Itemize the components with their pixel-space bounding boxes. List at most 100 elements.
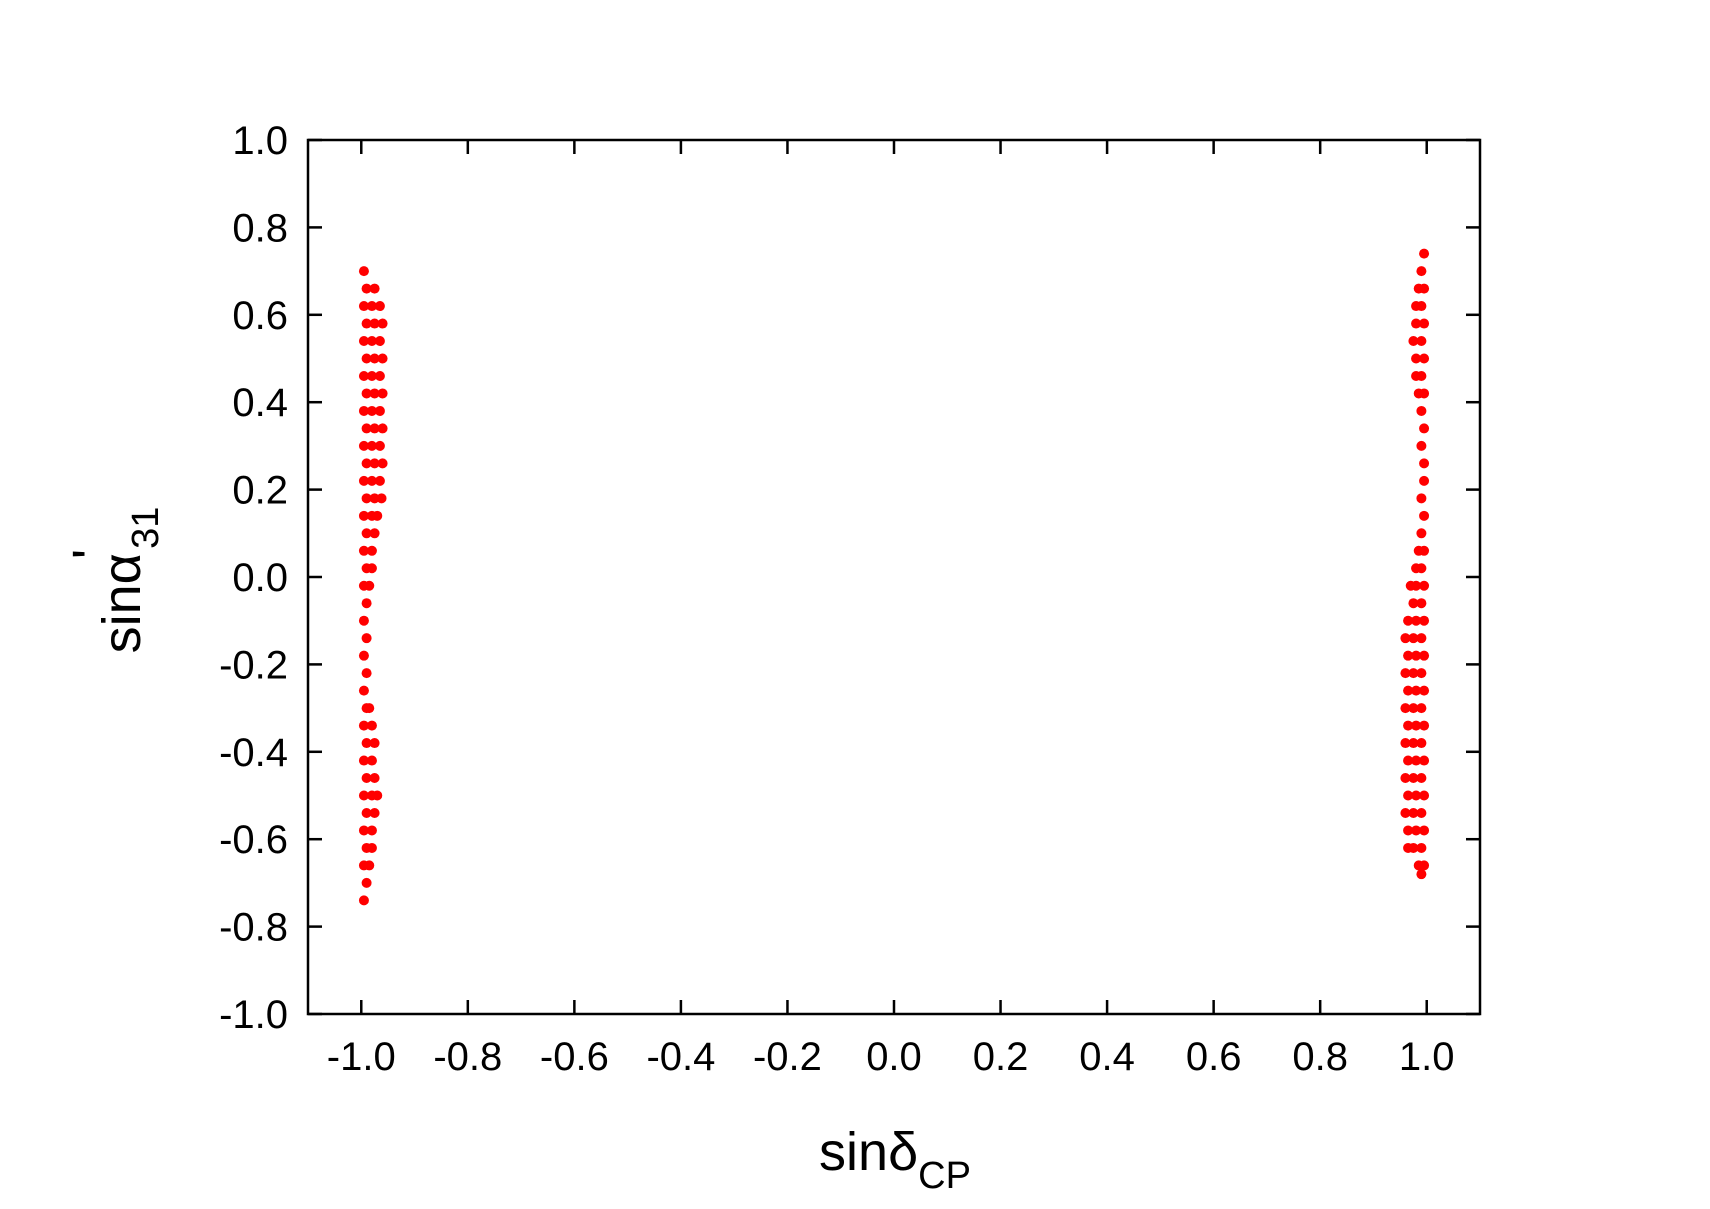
scatter-point [358, 755, 369, 766]
scatter-point [1413, 283, 1424, 294]
scatter-point [1411, 370, 1422, 381]
scatter-point [1419, 685, 1430, 696]
scatter-point [1408, 668, 1419, 679]
scatter-point [361, 528, 372, 539]
scatter-point [361, 807, 372, 818]
scatter-point [1403, 825, 1414, 836]
scatter-point [369, 528, 380, 539]
x-axis-label: sinδCP [819, 1122, 971, 1197]
y-tick-label: 0.2 [232, 469, 288, 513]
scatter-point [358, 475, 369, 486]
x-tick-label: -0.6 [540, 1035, 609, 1079]
x-tick-label: 0.4 [1079, 1035, 1135, 1079]
scatter-point [361, 598, 372, 609]
x-tick-label: 0.6 [1186, 1035, 1242, 1079]
scatter-point [361, 738, 372, 749]
y-tick-label: 0.0 [232, 556, 288, 600]
x-tick-label: 0.0 [866, 1035, 922, 1079]
scatter-point [1416, 668, 1427, 679]
scatter-point [358, 895, 369, 906]
scatter-point [366, 825, 377, 836]
scatter-point [1408, 773, 1419, 784]
scatter-point [374, 475, 385, 486]
scatter-point [361, 493, 372, 504]
y-axis-label-group: sinα'31 [62, 507, 167, 654]
scatter-point [1416, 405, 1427, 416]
scatter-point [1416, 336, 1427, 347]
scatter-point [374, 405, 385, 416]
scatter-point [361, 458, 372, 469]
scatter-point [366, 370, 377, 381]
scatter-point [369, 388, 380, 399]
y-tick-label: 0.4 [232, 381, 288, 425]
x-tick-label: -0.4 [646, 1035, 715, 1079]
scatter-point [361, 353, 372, 364]
x-label-sub: CP [918, 1155, 971, 1197]
scatter-point [1413, 860, 1424, 871]
scatter-point [361, 283, 372, 294]
scatter-point [1411, 720, 1422, 731]
y-label-prime: ' [62, 549, 122, 559]
scatter-point [369, 773, 380, 784]
scatter-point [1411, 301, 1422, 312]
scatter-point [366, 405, 377, 416]
scatter-point [361, 633, 372, 644]
x-tick-label: 0.8 [1292, 1035, 1348, 1079]
scatter-point [369, 738, 380, 749]
scatter-point [1416, 633, 1427, 644]
scatter-point [366, 842, 377, 853]
x-label-main: sinδ [819, 1122, 918, 1182]
x-tick-label: -0.8 [433, 1035, 502, 1079]
scatter-point [1419, 353, 1430, 364]
scatter-point [1419, 755, 1430, 766]
scatter-point [1408, 336, 1419, 347]
scatter-point [369, 493, 380, 504]
scatter-point [1411, 563, 1422, 574]
scatter-point [1400, 668, 1411, 679]
scatter-point [361, 423, 372, 434]
scatter-point [358, 615, 369, 626]
scatter-point [1416, 738, 1427, 749]
scatter-point [366, 545, 377, 556]
scatter-point [1408, 633, 1419, 644]
scatter-point [1419, 580, 1430, 591]
scatter-point [1403, 755, 1414, 766]
scatter-point [1411, 650, 1422, 661]
scatter-point [1411, 353, 1422, 364]
scatter-point [1416, 598, 1427, 609]
scatter-point [1419, 510, 1430, 521]
scatter-point [358, 790, 369, 801]
scatter-point [1416, 842, 1427, 853]
scatter-point [364, 580, 375, 591]
scatter-point [369, 458, 380, 469]
scatter-point [1416, 807, 1427, 818]
scatter-point [377, 353, 388, 364]
scatter-point [361, 318, 372, 329]
x-tick-label: -1.0 [327, 1035, 396, 1079]
scatter-point [1403, 685, 1414, 696]
scatter-point [1400, 738, 1411, 749]
scatter-point [1419, 615, 1430, 626]
scatter-point [1408, 598, 1419, 609]
scatter-point [358, 336, 369, 347]
scatter-point [361, 773, 372, 784]
scatter-point [366, 475, 377, 486]
scatter-point [374, 336, 385, 347]
scatter-point [366, 301, 377, 312]
scatter-point [1411, 790, 1422, 801]
scatter-point [1416, 773, 1427, 784]
scatter-point [369, 807, 380, 818]
scatter-point [1416, 266, 1427, 277]
scatter-point [1411, 318, 1422, 329]
scatter-point [377, 318, 388, 329]
scatter-point [1400, 807, 1411, 818]
scatter-point [1419, 423, 1430, 434]
scatter-point [1416, 440, 1427, 451]
y-axis-label: sinα'31 [62, 507, 167, 654]
y-tick-label: 1.0 [232, 119, 288, 163]
scatter-point [1413, 545, 1424, 556]
scatter-point [366, 440, 377, 451]
scatter-point [1403, 842, 1414, 853]
y-tick-label: -0.2 [219, 643, 288, 687]
scatter-point [364, 860, 375, 871]
